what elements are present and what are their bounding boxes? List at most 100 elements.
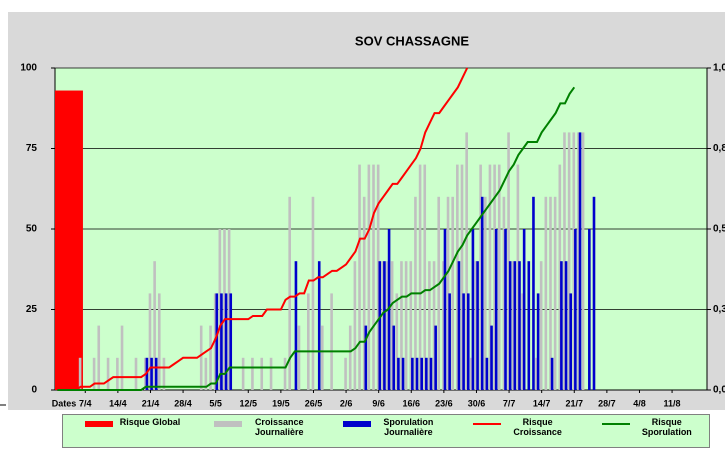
x-tick-label: 28/4 <box>174 398 192 408</box>
bar <box>545 197 548 390</box>
bar <box>532 197 535 390</box>
x-tick-label: 2/6 <box>340 398 353 408</box>
legend-swatch <box>343 421 371 427</box>
bar <box>472 229 475 390</box>
bar <box>260 358 263 390</box>
legend-item: Risque Global <box>63 415 192 447</box>
page: SOV CHASSAGNE Dates 02550751000,00,30,50… <box>0 0 725 450</box>
x-tick-label: 5/5 <box>209 398 222 408</box>
bar <box>392 326 395 390</box>
x-axis-label: Dates <box>52 398 77 408</box>
x-tick-label: 9/6 <box>372 398 385 408</box>
x-tick-label: 28/7 <box>598 398 616 408</box>
bar <box>79 358 82 390</box>
bar <box>200 326 203 390</box>
legend-swatch <box>214 421 242 427</box>
bar <box>579 132 582 390</box>
bar <box>444 229 447 390</box>
bar <box>383 261 386 390</box>
bar <box>270 358 273 390</box>
bar <box>307 293 310 390</box>
bar <box>420 358 423 390</box>
bar <box>437 197 440 390</box>
bar <box>565 261 568 390</box>
bar <box>121 326 124 390</box>
bar <box>476 261 479 390</box>
legend-item: Sporulation Journalière <box>321 415 450 447</box>
x-tick-label: 26/5 <box>305 398 323 408</box>
y2-tick-label: 0,8 <box>713 143 725 154</box>
bar <box>490 326 493 390</box>
bar <box>425 358 428 390</box>
bar <box>467 293 470 390</box>
y2-tick-label: 0,0 <box>713 385 725 396</box>
x-tick-label: 21/7 <box>566 398 584 408</box>
bar <box>416 358 419 390</box>
bar <box>242 358 245 390</box>
y-tick-label: 50 <box>26 224 38 235</box>
x-tick-label: 19/5 <box>272 398 290 408</box>
bar <box>312 197 315 390</box>
y-tick-label: 100 <box>20 63 37 74</box>
bar <box>560 261 563 390</box>
y2-tick-label: 0,3 <box>713 304 725 315</box>
bar <box>209 326 212 390</box>
legend-item: Croissance Journalière <box>192 415 321 447</box>
x-tick-label: 4/8 <box>633 398 646 408</box>
chart-title: SOV CHASSAGNE <box>355 33 469 48</box>
bar <box>509 261 512 390</box>
legend-label: Risque Croissance <box>503 417 573 437</box>
bar <box>163 358 166 390</box>
bar <box>330 293 333 390</box>
bar <box>358 165 361 390</box>
bar <box>448 293 451 390</box>
legend-label: Sporulation Journalière <box>373 417 443 437</box>
x-tick-label: 12/5 <box>240 398 258 408</box>
bar <box>372 165 375 390</box>
y2-tick-label: 0,5 <box>713 224 725 235</box>
bar <box>486 358 489 390</box>
bar <box>155 358 158 390</box>
bar <box>295 261 298 390</box>
bar <box>354 261 357 390</box>
bar <box>554 197 557 390</box>
bar <box>107 358 110 390</box>
bar <box>116 358 119 390</box>
legend: Risque Global Croissance Journalière Sporu… <box>62 414 710 448</box>
chart: SOV CHASSAGNE Dates 02550751000,00,30,50… <box>0 0 725 450</box>
bar <box>537 293 540 390</box>
bar <box>215 293 218 390</box>
bar <box>551 358 554 390</box>
bar <box>368 165 371 390</box>
bar <box>411 358 414 390</box>
x-tick-label: 7/7 <box>503 398 516 408</box>
bar <box>430 358 433 390</box>
y-tick-label: 25 <box>26 304 38 315</box>
bar <box>205 358 208 390</box>
bar <box>284 358 287 390</box>
legend-item: Risque Croissance <box>451 415 580 447</box>
bar <box>229 293 232 390</box>
bar <box>378 261 381 390</box>
bar <box>514 261 517 390</box>
y-tick-label: 75 <box>26 143 38 154</box>
bar <box>588 229 591 390</box>
x-tick-label: 23/6 <box>435 398 453 408</box>
bar <box>158 293 161 390</box>
y2-tick-label: 1,0 <box>713 63 725 74</box>
global-bar <box>55 91 83 390</box>
bar <box>504 229 507 390</box>
bar <box>349 326 352 390</box>
x-tick-label: 16/6 <box>403 398 421 408</box>
bar <box>451 197 454 390</box>
legend-swatch <box>602 423 630 425</box>
bar <box>434 326 437 390</box>
legend-label: Risque Global <box>115 417 185 427</box>
bar <box>462 293 465 390</box>
bar <box>582 132 585 390</box>
bar <box>405 261 408 390</box>
x-tick-label: 14/7 <box>533 398 551 408</box>
bar <box>518 261 521 390</box>
bar <box>528 261 531 390</box>
bar <box>321 326 324 390</box>
